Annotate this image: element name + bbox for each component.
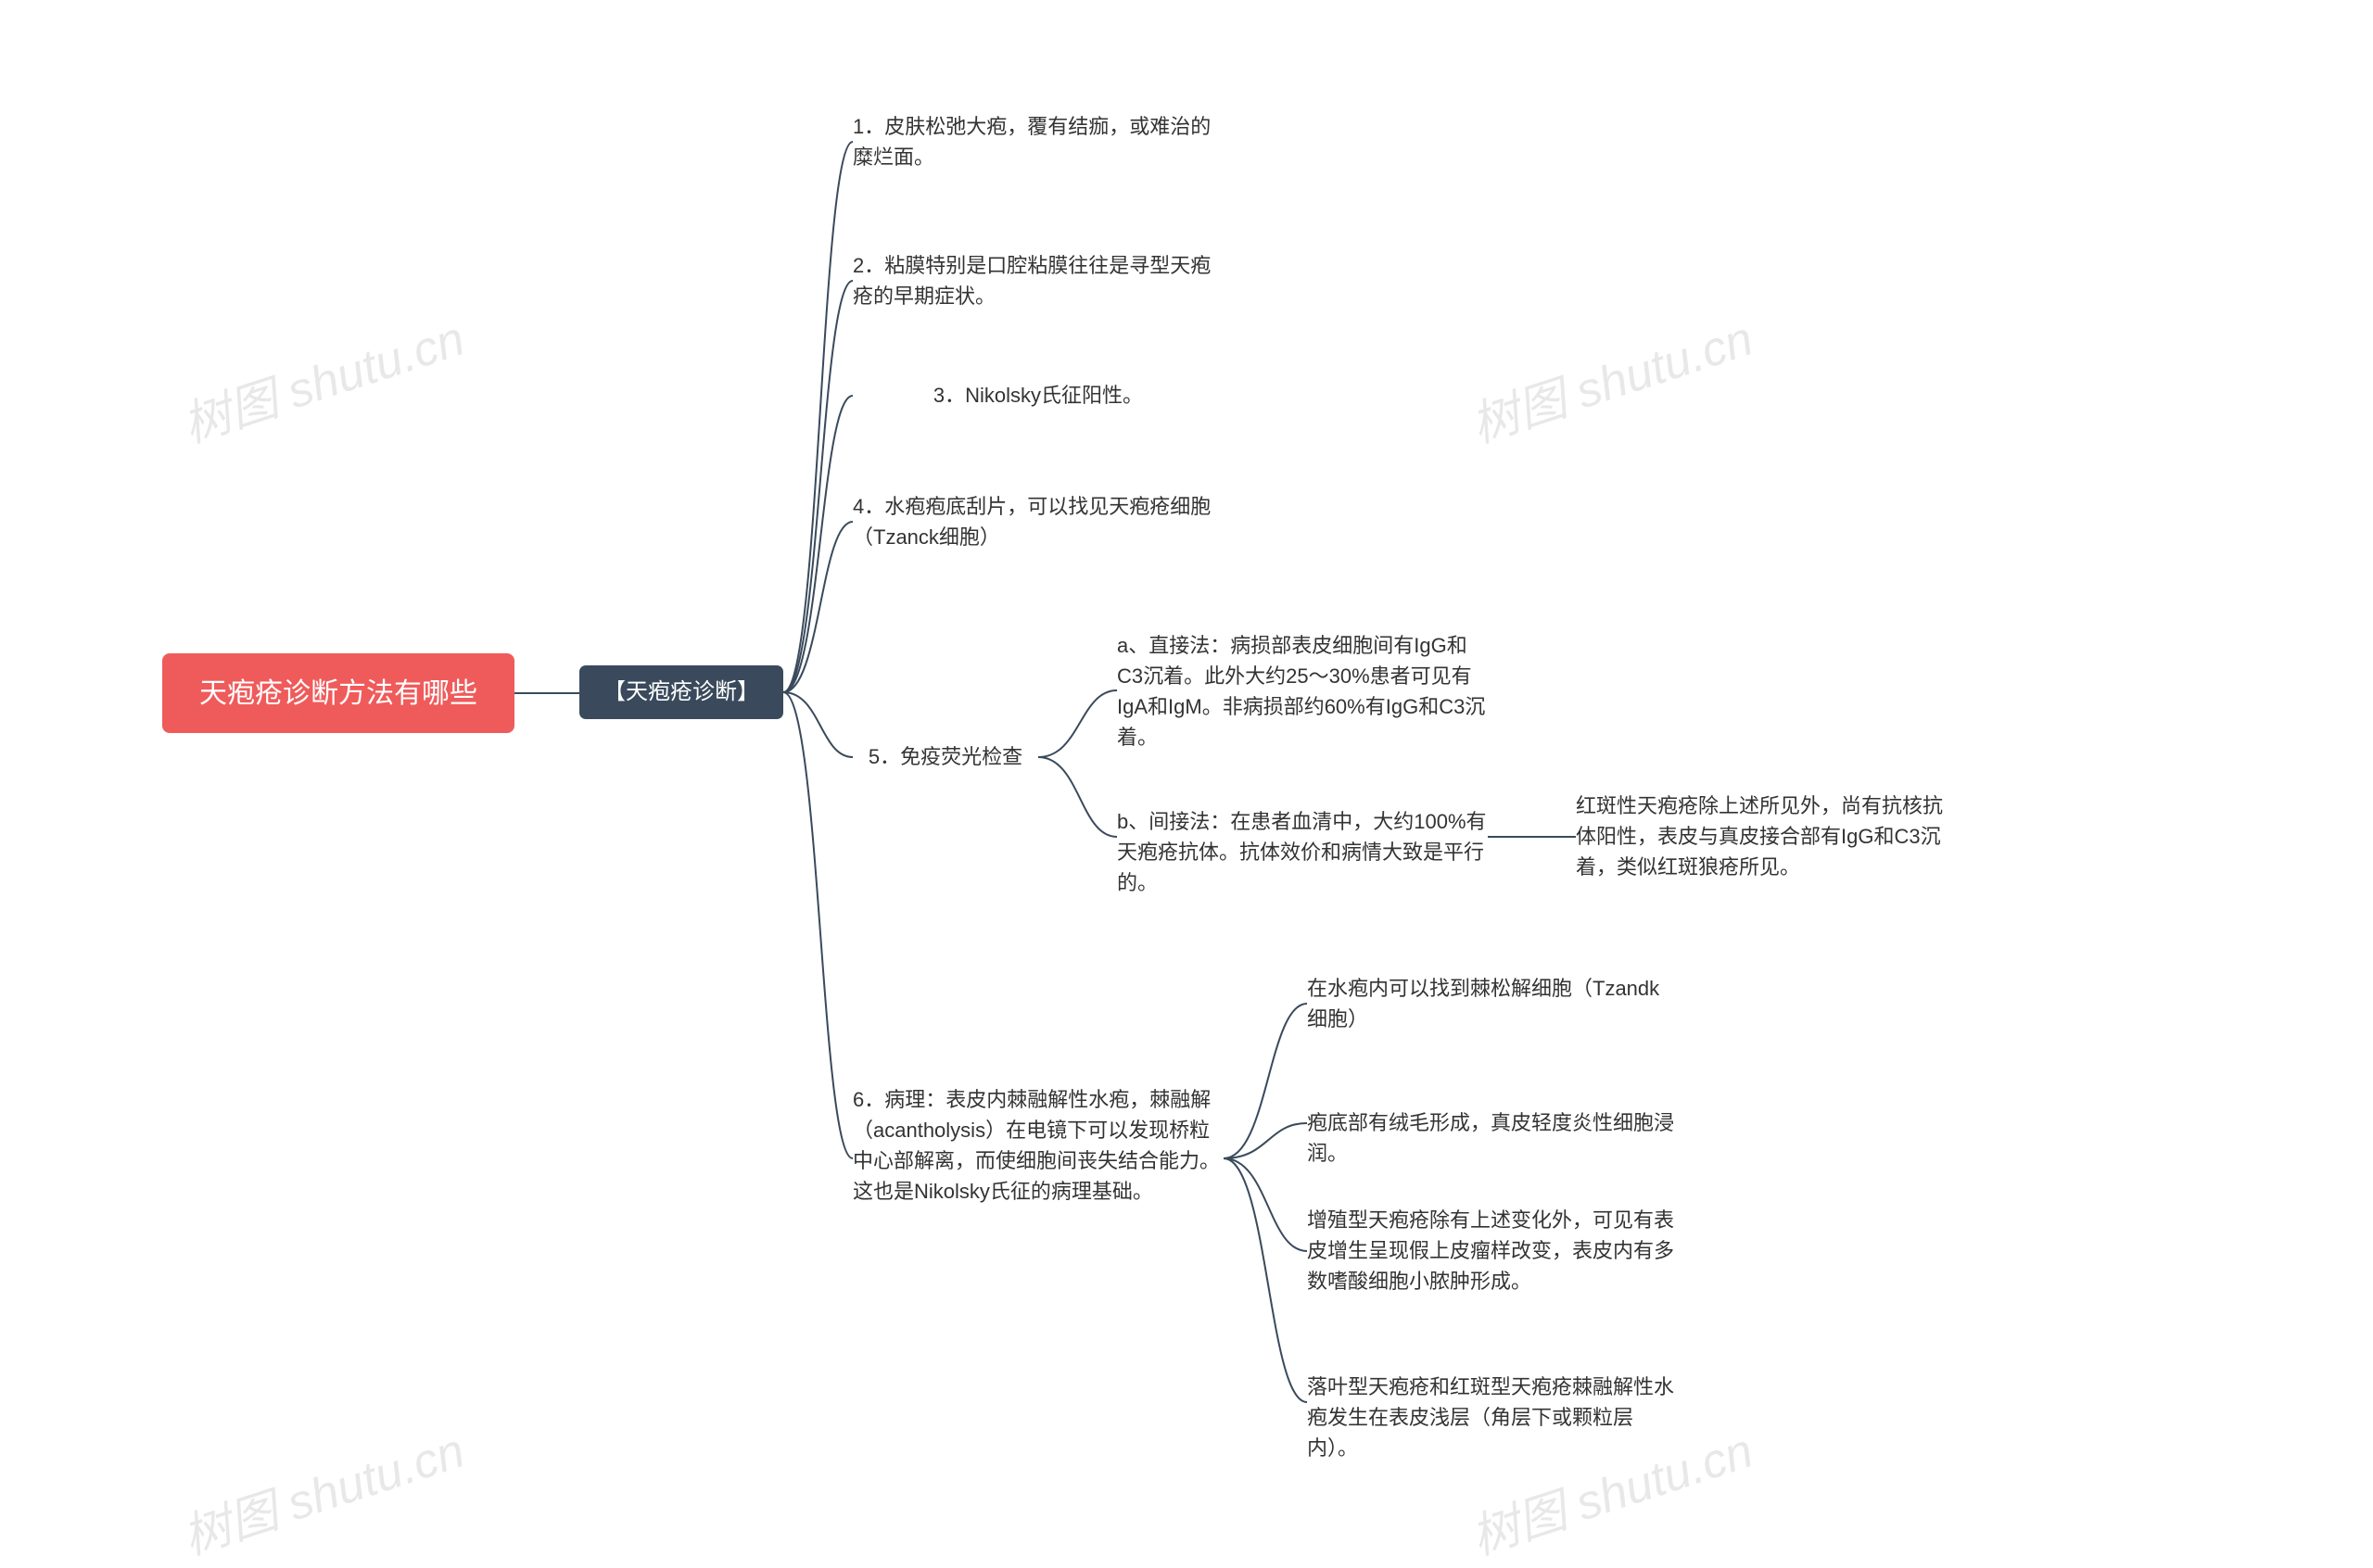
leaf-label: 疱底部有绒毛形成，真皮轻度炎性细胞浸润。 — [1307, 1107, 1678, 1169]
mindmap-root[interactable]: 天疱疮诊断方法有哪些 — [162, 653, 514, 733]
leaf-label: 5．免疫荧光检查 — [869, 741, 1022, 772]
leaf-label: 增殖型天疱疮除有上述变化外，可见有表皮增生呈现假上皮瘤样改变，表皮内有多数嗜酸细… — [1307, 1205, 1678, 1296]
mindmap-leaf[interactable]: 增殖型天疱疮除有上述变化外，可见有表皮增生呈现假上皮瘤样改变，表皮内有多数嗜酸细… — [1307, 1205, 1678, 1296]
mindmap-leaf[interactable]: 红斑性天疱疮除上述所见外，尚有抗核抗体阳性，表皮与真皮接合部有IgG和C3沉着，… — [1576, 790, 1947, 882]
leaf-label: 落叶型天疱疮和红斑型天疱疮棘融解性水疱发生在表皮浅层（角层下或颗粒层内）。 — [1307, 1372, 1678, 1463]
leaf-label: 1．皮肤松弛大疱，覆有结痂，或难治的糜烂面。 — [853, 111, 1224, 172]
watermark: 树图 shutu.cn — [172, 299, 472, 456]
leaf-label: 4．水疱疱底刮片，可以找见天疱疮细胞（Tzanck细胞） — [853, 491, 1224, 552]
leaf-label: b、间接法：在患者血清中，大约100%有天疱疮抗体。抗体效价和病情大致是平行的。 — [1117, 806, 1488, 898]
mindmap-leaf[interactable]: 疱底部有绒毛形成，真皮轻度炎性细胞浸润。 — [1307, 1107, 1678, 1169]
leaf-label: 在水疱内可以找到棘松解细胞（Tzandk细胞） — [1307, 973, 1678, 1034]
mindmap-leaf[interactable]: b、间接法：在患者血清中，大约100%有天疱疮抗体。抗体效价和病情大致是平行的。 — [1117, 806, 1488, 898]
leaf-label: 6．病理：表皮内棘融解性水疱，棘融解（acantholysis）在电镜下可以发现… — [853, 1084, 1224, 1207]
leaf-label: 3．Nikolsky氏征阳性。 — [933, 380, 1143, 411]
leaf-label: 红斑性天疱疮除上述所见外，尚有抗核抗体阳性，表皮与真皮接合部有IgG和C3沉着，… — [1576, 790, 1947, 882]
mindmap-leaf[interactable]: 3．Nikolsky氏征阳性。 — [853, 380, 1224, 411]
mindmap-leaf[interactable]: 2．粘膜特别是口腔粘膜往往是寻型天疱疮的早期症状。 — [853, 250, 1224, 311]
mindmap-leaf[interactable]: 落叶型天疱疮和红斑型天疱疮棘融解性水疱发生在表皮浅层（角层下或颗粒层内）。 — [1307, 1372, 1678, 1463]
mindmap-leaf[interactable]: 6．病理：表皮内棘融解性水疱，棘融解（acantholysis）在电镜下可以发现… — [853, 1084, 1224, 1207]
mindmap-leaf[interactable]: 在水疱内可以找到棘松解细胞（Tzandk细胞） — [1307, 973, 1678, 1034]
mindmap-leaf[interactable]: 5．免疫荧光检查 — [853, 741, 1038, 772]
connectors — [0, 0, 2373, 1543]
mindmap-leaf[interactable]: a、直接法：病损部表皮细胞间有IgG和C3沉着。此外大约25～30%患者可见有I… — [1117, 630, 1488, 752]
watermark: 树图 shutu.cn — [172, 1411, 472, 1568]
leaf-label: a、直接法：病损部表皮细胞间有IgG和C3沉着。此外大约25～30%患者可见有I… — [1117, 630, 1488, 752]
leaf-label: 2．粘膜特别是口腔粘膜往往是寻型天疱疮的早期症状。 — [853, 250, 1224, 311]
mindmap-leaf[interactable]: 4．水疱疱底刮片，可以找见天疱疮细胞（Tzanck细胞） — [853, 491, 1224, 552]
mindmap-branch[interactable]: 【天疱疮诊断】 — [579, 665, 783, 719]
branch-label: 【天疱疮诊断】 — [603, 676, 759, 709]
root-label: 天疱疮诊断方法有哪些 — [199, 673, 477, 714]
watermark: 树图 shutu.cn — [1461, 299, 1760, 456]
mindmap-leaf[interactable]: 1．皮肤松弛大疱，覆有结痂，或难治的糜烂面。 — [853, 111, 1224, 172]
